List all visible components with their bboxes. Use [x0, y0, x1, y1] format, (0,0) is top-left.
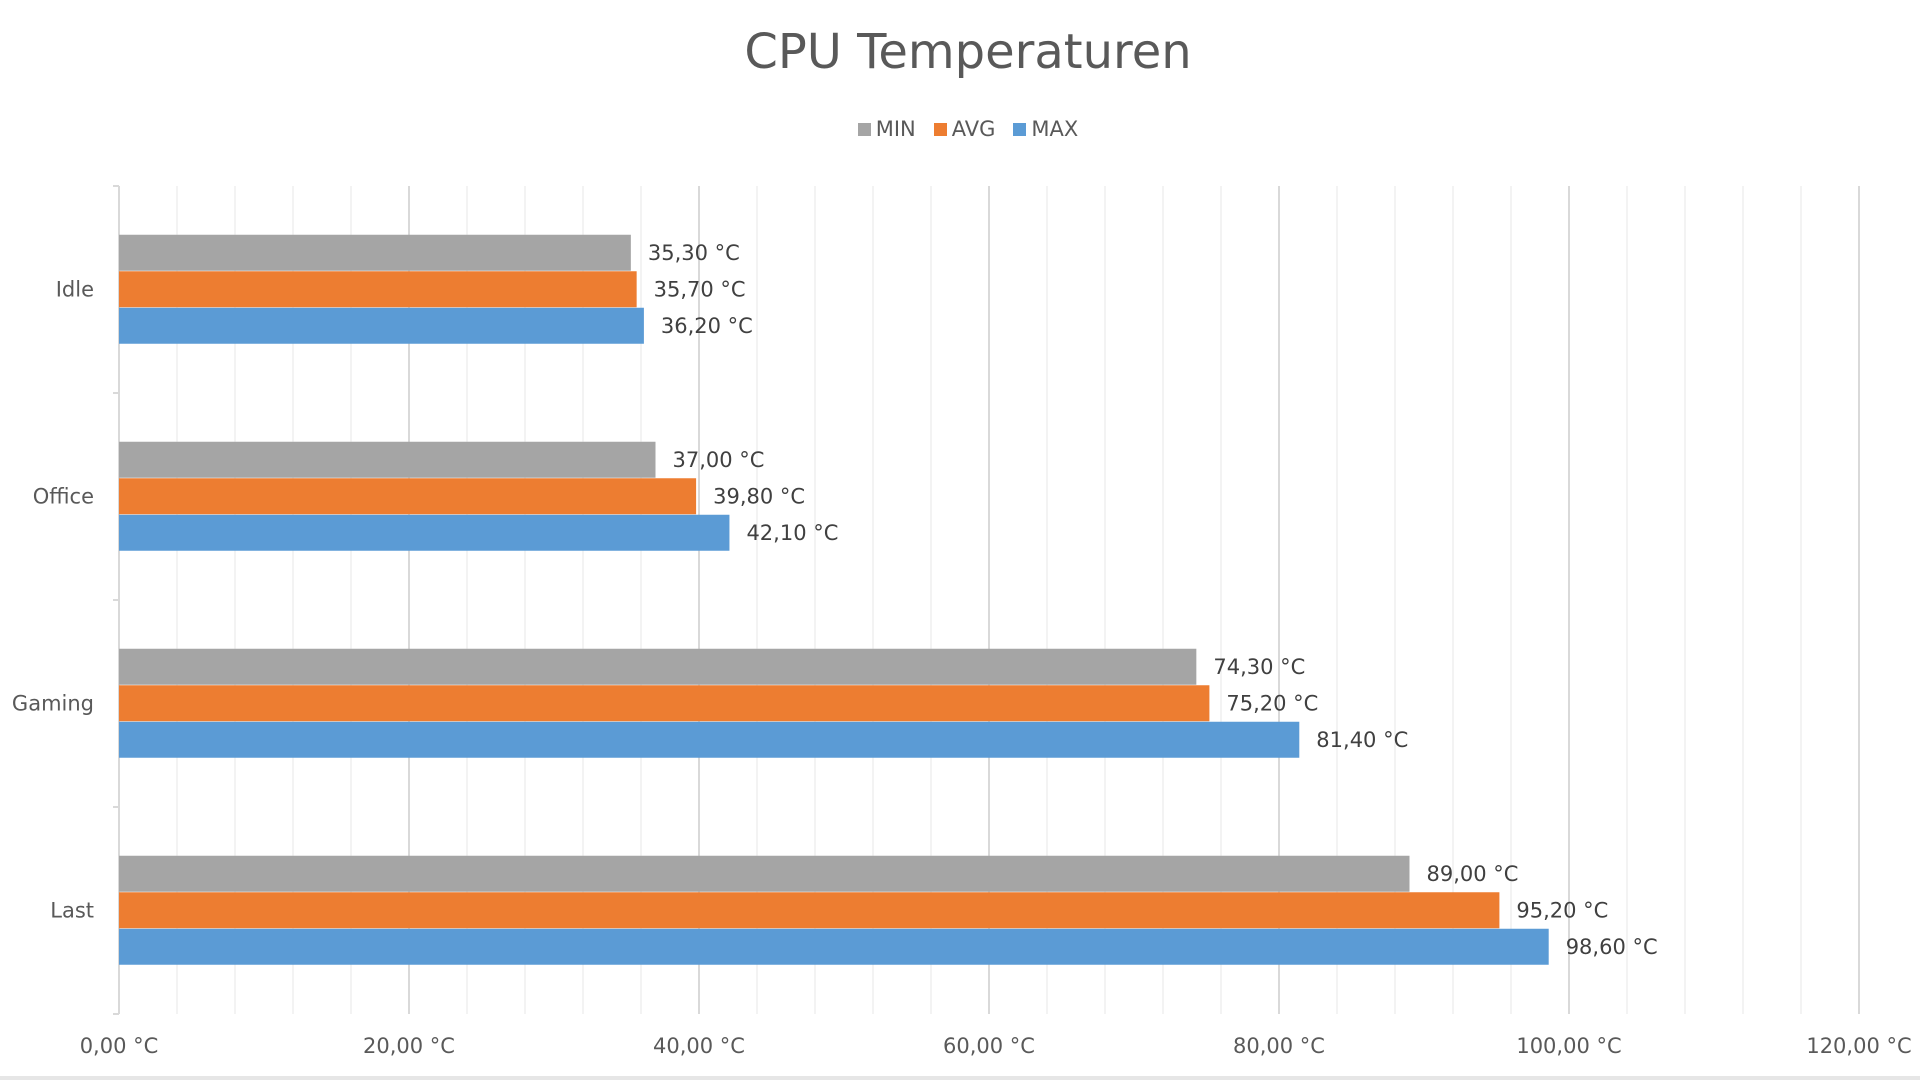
x-tick-label: 60,00 °C	[943, 1034, 1035, 1058]
data-label: 95,20 °C	[1516, 899, 1608, 923]
bar-max	[119, 307, 644, 344]
x-tick-label: 40,00 °C	[653, 1034, 745, 1058]
legend-label-min: MIN	[875, 117, 916, 141]
bar-avg	[119, 892, 1500, 929]
x-tick-label: 20,00 °C	[363, 1034, 455, 1058]
bar-max	[119, 928, 1549, 965]
chart-title: CPU Temperaturen	[744, 24, 1192, 80]
bar-min	[119, 648, 1197, 685]
bar-avg	[119, 478, 697, 515]
bar-avg	[119, 271, 637, 308]
bar-min	[119, 855, 1410, 892]
x-tick-label: 120,00 °C	[1806, 1034, 1911, 1058]
legend-label-max: MAX	[1031, 117, 1079, 141]
data-label: 89,00 °C	[1427, 862, 1519, 886]
category-label: Office	[33, 485, 94, 509]
data-label: 74,30 °C	[1213, 655, 1305, 679]
legend-item-max: MAX	[1013, 117, 1078, 141]
legend-label-avg: AVG	[951, 117, 996, 141]
bar-min	[119, 441, 656, 478]
bottom-border	[0, 1076, 1920, 1080]
data-label: 39,80 °C	[713, 485, 805, 509]
bar-max	[119, 514, 730, 551]
legend-item-min: MIN	[857, 117, 916, 141]
data-label: 98,60 °C	[1566, 935, 1658, 959]
bar-avg	[119, 685, 1210, 722]
x-tick-label: 80,00 °C	[1233, 1034, 1325, 1058]
data-label: 42,10 °C	[746, 521, 838, 545]
category-label: Gaming	[12, 692, 94, 716]
legend-item-avg: AVG	[933, 117, 996, 141]
data-label: 81,40 °C	[1316, 728, 1408, 752]
legend-swatch-min	[857, 122, 871, 136]
x-tick-label: 100,00 °C	[1516, 1034, 1621, 1058]
bar-min	[119, 234, 631, 271]
data-label: 36,20 °C	[661, 314, 753, 338]
data-label: 35,70 °C	[654, 278, 746, 302]
legend: MIN AVG MAX	[0, 117, 1920, 141]
bar-max	[119, 721, 1300, 758]
legend-swatch-avg	[933, 122, 947, 136]
legend-swatch-max	[1013, 122, 1027, 136]
category-label: Idle	[56, 278, 94, 302]
data-label: 37,00 °C	[673, 448, 765, 472]
data-label: 75,20 °C	[1226, 692, 1318, 716]
x-tick-label: 0,00 °C	[80, 1034, 159, 1058]
category-label: Last	[50, 899, 94, 923]
data-label: 35,30 °C	[648, 241, 740, 265]
